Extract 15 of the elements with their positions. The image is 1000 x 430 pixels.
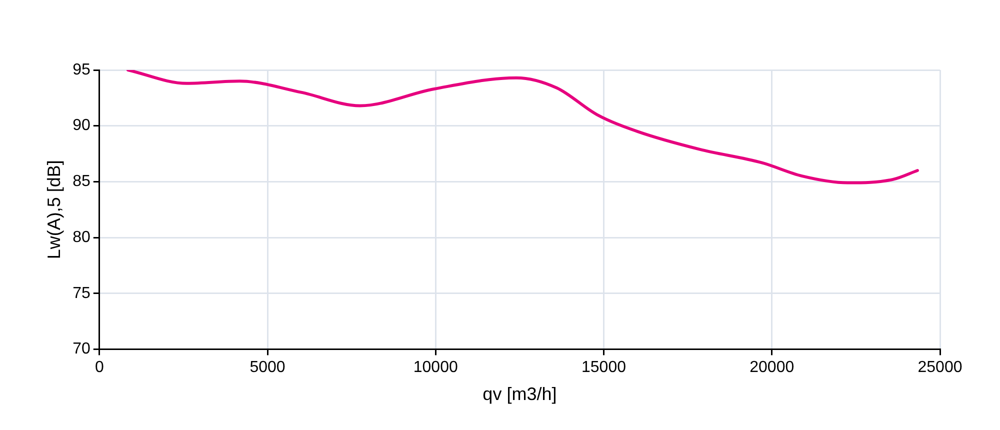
- x-tick-label: 10000: [413, 359, 458, 376]
- y-tick-label: 95: [72, 61, 90, 78]
- x-tick-label: 5000: [250, 359, 286, 376]
- x-axis-title: qv [m3/h]: [482, 384, 557, 404]
- line-series: [126, 70, 919, 184]
- y-tick-label: 80: [72, 228, 90, 246]
- x-tick-label: 20000: [750, 359, 794, 376]
- y-axis-title: Lw(A),5 [dB]: [44, 160, 64, 260]
- y-tick-label: 90: [72, 117, 90, 134]
- x-tick-label: 25000: [918, 359, 962, 376]
- y-tick-label: 85: [72, 173, 90, 190]
- x-tick-label: 15000: [582, 359, 626, 376]
- x-tick-label: 0: [94, 359, 104, 376]
- y-tick-label: 70: [72, 340, 90, 358]
- y-tick-label: 75: [72, 284, 90, 302]
